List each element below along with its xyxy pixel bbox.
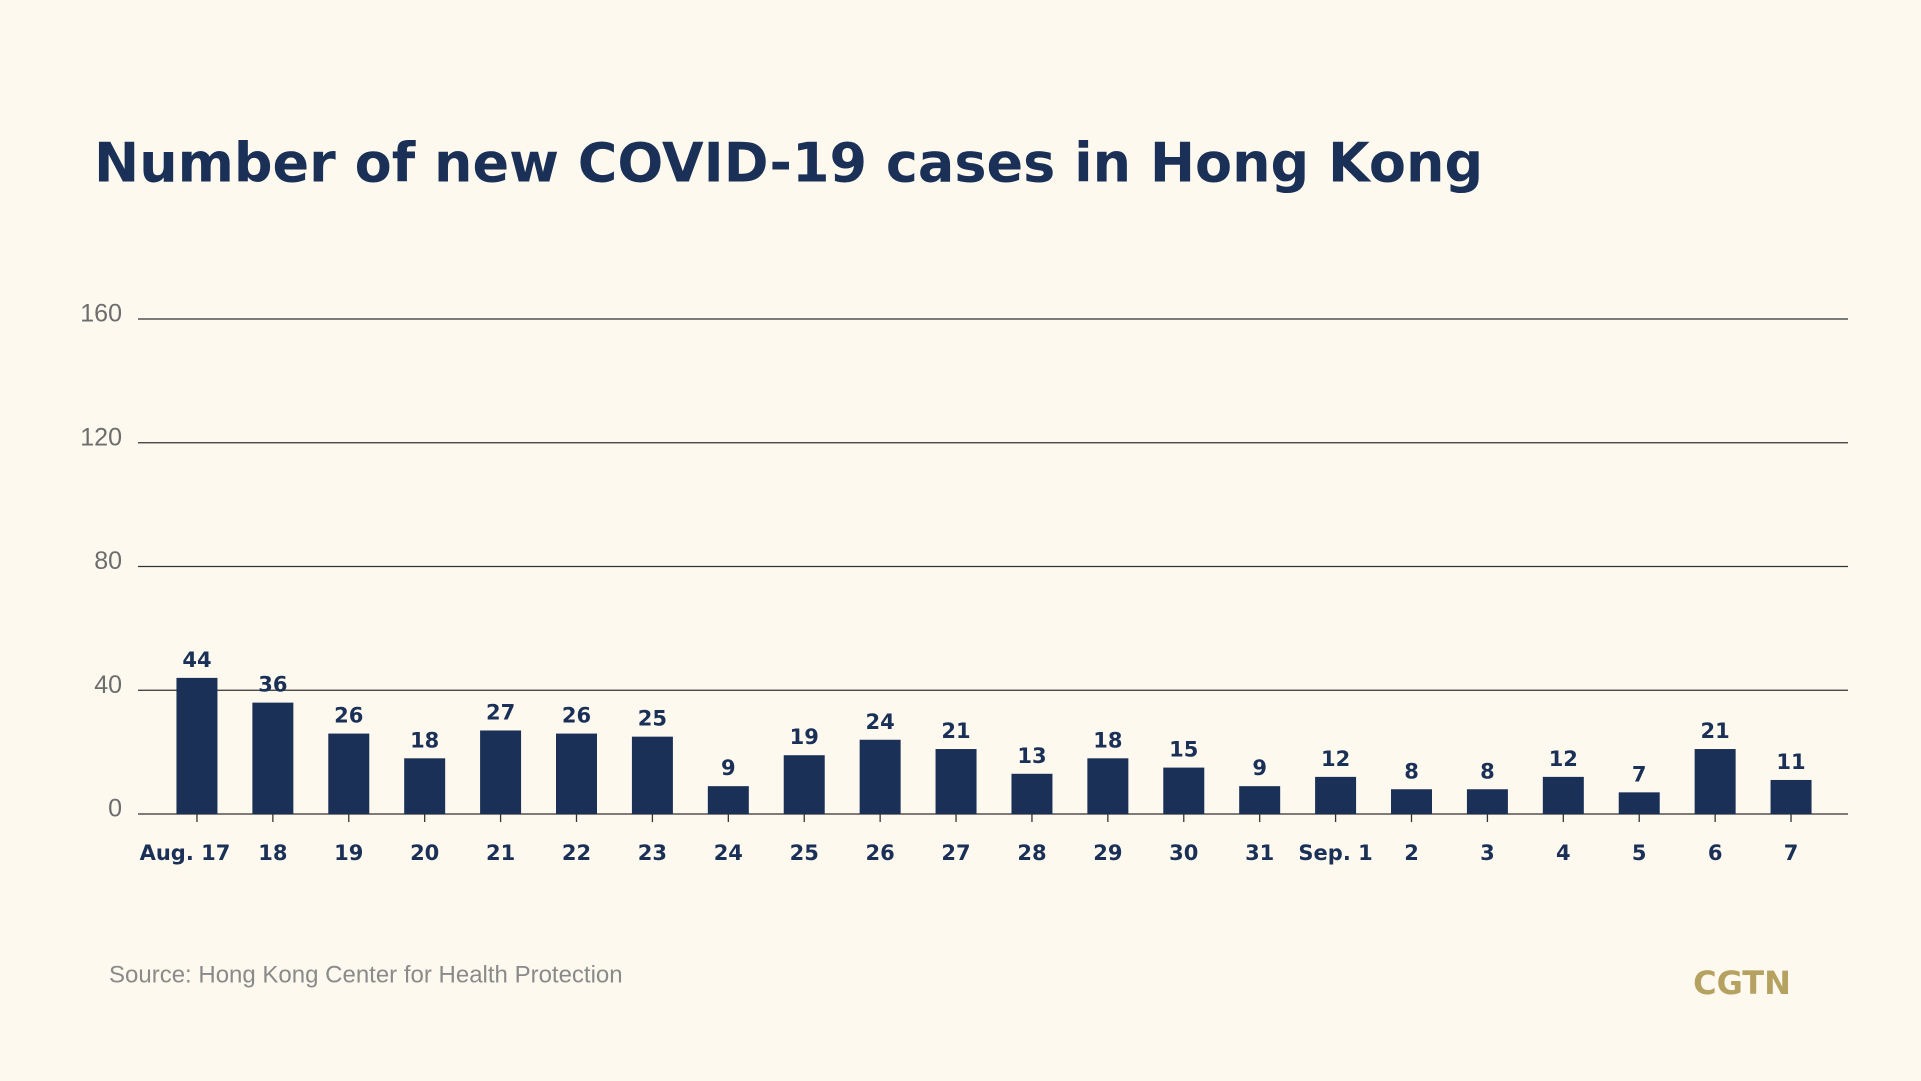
value-label: 18: [1093, 728, 1122, 752]
value-label: 15: [1169, 738, 1198, 762]
y-tick-label: 120: [80, 423, 122, 451]
chart-title: Number of new COVID-19 cases in Hong Kon…: [94, 132, 1483, 195]
value-label: 25: [638, 707, 667, 731]
x-tick-label: 6: [1708, 841, 1723, 865]
value-label: 24: [866, 710, 895, 734]
bar: [1163, 767, 1205, 814]
x-tick-label: 26: [866, 841, 895, 865]
x-tick-label: 31: [1245, 841, 1274, 865]
bar: [1315, 776, 1357, 814]
x-tick-label: 25: [790, 841, 819, 865]
x-tick-label: 5: [1632, 841, 1647, 865]
bar: [556, 733, 597, 814]
y-tick-label: 0: [108, 795, 122, 823]
x-tick-label: 18: [258, 841, 287, 865]
value-label: 44: [182, 648, 211, 672]
x-tick-label: 7: [1784, 841, 1799, 865]
x-tick-label: 3: [1480, 841, 1495, 865]
x-tick-label: 27: [941, 841, 970, 865]
y-tick-label: 80: [94, 547, 122, 575]
value-label: 12: [1321, 747, 1350, 771]
x-tick-label: 30: [1169, 841, 1198, 865]
value-label: 36: [258, 673, 287, 697]
y-tick-label: 160: [80, 300, 122, 328]
x-tick-label: Sep. 1: [1298, 841, 1372, 865]
bar: [1087, 758, 1129, 814]
bar: [707, 786, 749, 814]
x-tick-label: 22: [562, 841, 591, 865]
bar: [1239, 786, 1281, 814]
bar: [1770, 779, 1812, 814]
value-label: 11: [1776, 750, 1805, 774]
bar: [1391, 789, 1432, 814]
x-tick-label: 20: [410, 841, 439, 865]
y-tick-label: 40: [94, 671, 122, 699]
value-label: 27: [486, 700, 515, 724]
logo: CGTN: [1693, 964, 1791, 1002]
bar: [1466, 789, 1508, 814]
x-tick-label: 29: [1093, 841, 1122, 865]
x-tick-label: 4: [1556, 841, 1571, 865]
bar: [1694, 749, 1736, 814]
value-label: 19: [790, 725, 819, 749]
value-label: 21: [1701, 719, 1730, 743]
value-label: 8: [1480, 759, 1495, 783]
bar: [859, 739, 901, 814]
value-label: 26: [562, 704, 591, 728]
x-tick-label: 24: [714, 841, 743, 865]
x-tick-label: 28: [1017, 841, 1046, 865]
bar: [631, 736, 673, 814]
x-tick-label: 21: [486, 841, 515, 865]
value-label: 21: [941, 719, 970, 743]
source-note: Source: Hong Kong Center for Health Prot…: [109, 961, 623, 988]
bar: [480, 730, 522, 814]
bar: [176, 677, 218, 814]
bar: [328, 733, 370, 814]
value-label: 7: [1632, 762, 1647, 786]
bar: [1542, 776, 1584, 814]
value-label: 8: [1404, 759, 1419, 783]
bar: [783, 755, 825, 814]
value-label: 9: [721, 756, 736, 780]
value-label: 13: [1017, 744, 1046, 768]
bar: [1011, 773, 1053, 814]
x-tick-label: Aug. 17: [140, 841, 231, 865]
value-label: 26: [334, 704, 363, 728]
bar: [1618, 792, 1660, 814]
x-tick-label: 2: [1404, 841, 1419, 865]
value-label: 18: [410, 728, 439, 752]
x-tick-label: 23: [638, 841, 667, 865]
bar: [252, 702, 294, 814]
value-label: 12: [1549, 747, 1578, 771]
bar: [935, 749, 977, 814]
bar: [404, 758, 446, 814]
x-tick-label: 19: [334, 841, 363, 865]
value-label: 9: [1252, 756, 1267, 780]
